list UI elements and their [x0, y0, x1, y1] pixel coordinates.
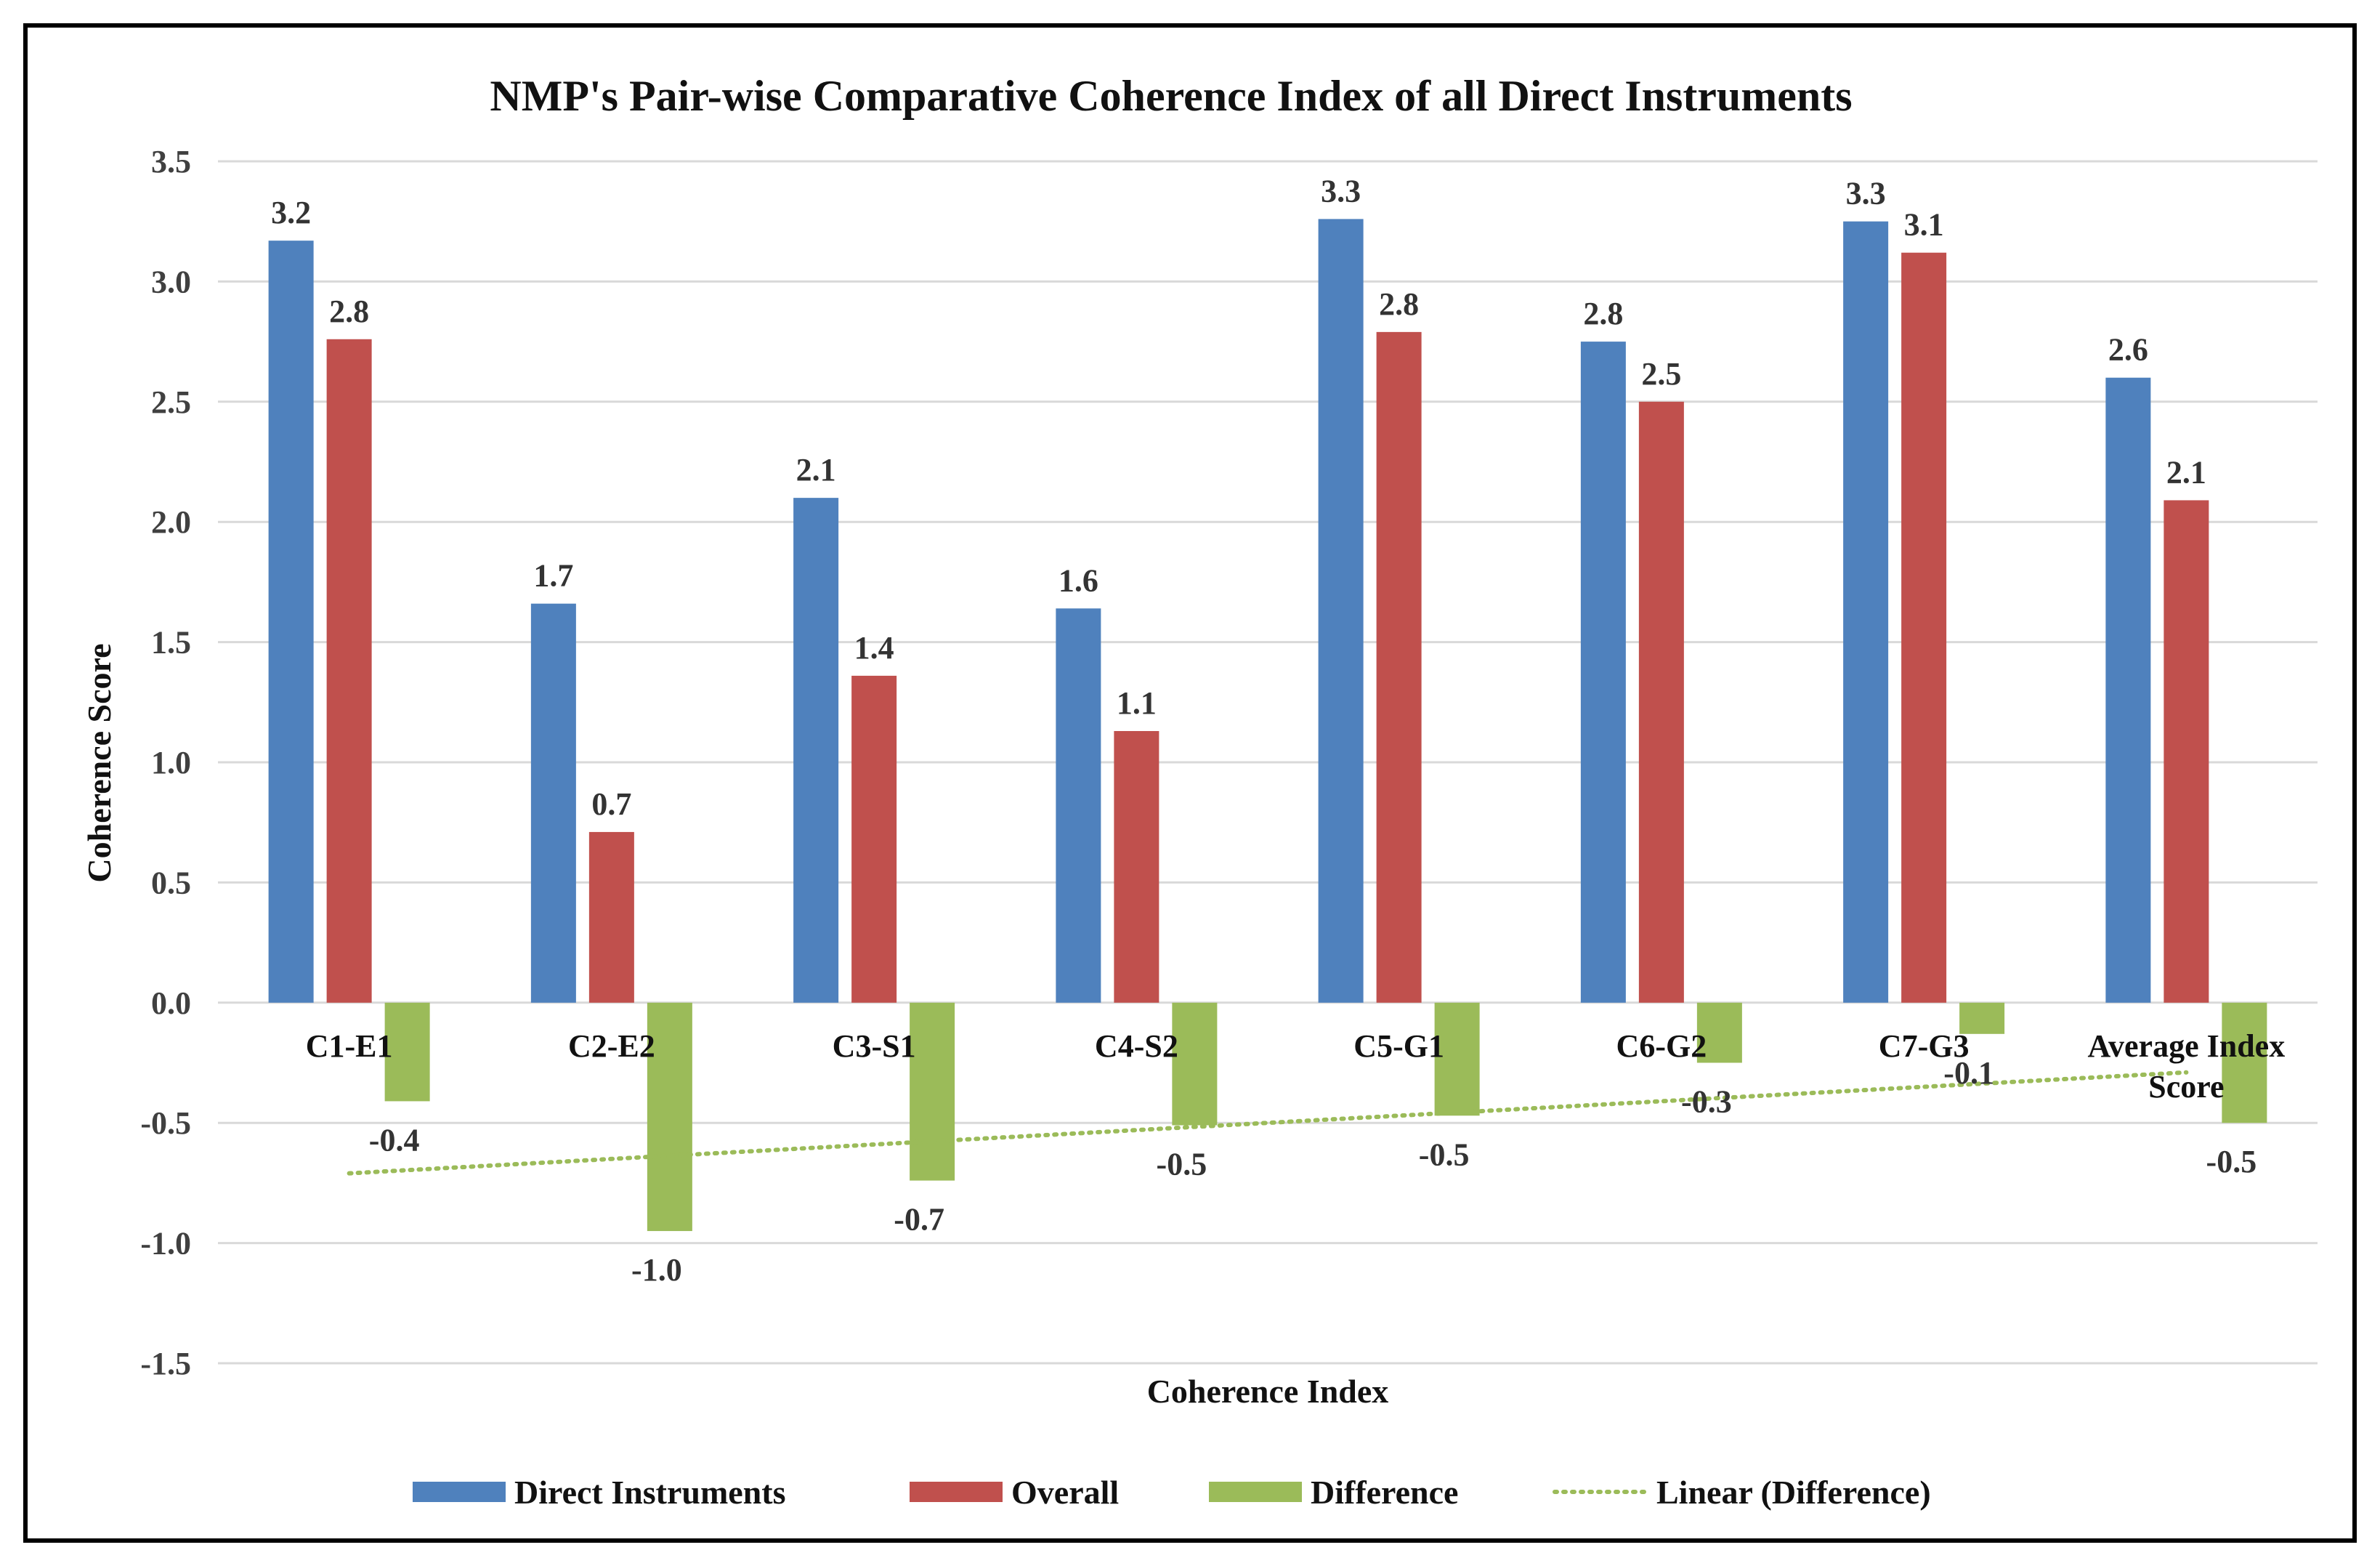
legend: Direct Instruments Overall Difference Linea…: [413, 1474, 1931, 1511]
data-label: -1.0: [631, 1252, 682, 1288]
data-label: 2.5: [1641, 356, 1681, 392]
data-label: -0.7: [894, 1202, 944, 1238]
x-category-label: Average Index Score: [2088, 1028, 2286, 1105]
data-label: 2.6: [2108, 332, 2148, 368]
bar-direct-instruments: [1580, 342, 1626, 1003]
legend-swatch-direct-instruments: [413, 1482, 506, 1502]
legend-swatch-difference: [1209, 1482, 1302, 1502]
y-tick-label: 2.0: [151, 504, 191, 540]
x-category-label: C7-G3: [1879, 1028, 1970, 1064]
data-label: 3.2: [271, 195, 311, 230]
data-label: 0.7: [591, 786, 631, 822]
legend-label: Linear (Difference): [1656, 1474, 1931, 1511]
bar-overall: [851, 675, 897, 1003]
bar-difference: [910, 1002, 955, 1181]
data-label: 1.4: [854, 630, 894, 666]
data-label: 2.8: [1379, 286, 1419, 322]
data-label: 1.1: [1117, 685, 1157, 721]
data-labels: 3.2 2.8 -0.4 1.7 0.7 -1.0 2.1 1.4 -0.7 1.6 1.1 -0.5…: [271, 173, 2256, 1288]
bar-direct-instruments: [268, 241, 314, 1003]
x-category-label: C1-E1: [306, 1028, 393, 1064]
bar-overall: [1376, 331, 1422, 1003]
data-label: -0.5: [2206, 1144, 2257, 1179]
y-tick-label: 3.0: [151, 264, 191, 299]
y-tick-label: -1.0: [140, 1226, 191, 1262]
bar-direct-instruments: [793, 498, 839, 1003]
y-tick-label: 2.5: [151, 384, 191, 420]
x-category-label: C5-G1: [1353, 1028, 1444, 1064]
y-axis-ticks: 3.5 3.0 2.5 2.0 1.5 1.0 0.5 0.0 -0.5 -1.0 -1.5: [140, 144, 191, 1381]
trendline-difference: [347, 1070, 2189, 1176]
x-category-label: C2-E2: [568, 1028, 655, 1064]
x-category-label: C6-G2: [1616, 1028, 1707, 1064]
bar-difference: [1172, 1002, 1218, 1126]
data-label: -0.3: [1681, 1084, 1732, 1120]
bar-overall: [1638, 401, 1684, 1003]
data-label: 2.1: [796, 452, 836, 488]
y-tick-label: -0.5: [140, 1105, 191, 1141]
data-label: 1.6: [1059, 562, 1098, 598]
data-label: -0.5: [1157, 1147, 1207, 1182]
bar-direct-instruments: [530, 603, 576, 1003]
bar-direct-instruments: [1056, 608, 1101, 1003]
bar-overall: [326, 339, 372, 1003]
trendline: [347, 1070, 2189, 1176]
legend-label: Direct Instruments: [514, 1474, 785, 1511]
bar-direct-instruments: [2105, 377, 2151, 1003]
bar-difference: [384, 1002, 430, 1102]
bar-direct-instruments: [1318, 219, 1364, 1003]
x-axis-title: Coherence Index: [1147, 1373, 1389, 1410]
bar-overall: [1114, 730, 1159, 1003]
data-label: 2.8: [1583, 296, 1623, 331]
y-tick-label: 1.5: [151, 625, 191, 661]
bar-overall: [588, 831, 634, 1003]
bar-difference: [1959, 1002, 2005, 1034]
data-label: 2.1: [2166, 454, 2206, 490]
x-category-label: C4-S2: [1095, 1028, 1178, 1064]
x-category-label: C3-S1: [833, 1028, 916, 1064]
data-label: -0.5: [1419, 1137, 1470, 1172]
bars: [268, 219, 2267, 1232]
bar-direct-instruments: [1843, 221, 1889, 1003]
data-label: -0.4: [369, 1122, 420, 1158]
bar-overall: [1901, 252, 1947, 1003]
data-label: 1.7: [533, 558, 573, 594]
bar-overall: [2164, 500, 2209, 1003]
data-label: 3.3: [1321, 173, 1361, 209]
y-axis-title: Coherence Score: [81, 643, 118, 882]
data-label: -0.1: [1943, 1055, 1994, 1091]
chart-title: NMP's Pair-wise Comparative Coherence In…: [490, 72, 1852, 120]
y-tick-label: -1.5: [140, 1346, 191, 1381]
gridlines: [218, 160, 2318, 1365]
bar-difference: [1434, 1002, 1480, 1116]
legend-label: Difference: [1311, 1474, 1458, 1511]
bar-difference: [2222, 1002, 2267, 1123]
chart-frame: [23, 23, 2357, 1543]
legend-label: Overall: [1011, 1474, 1119, 1511]
bar-difference: [647, 1002, 692, 1232]
x-axis-categories: C1-E1 C2-E2 C3-S1 C4-S2 C5-G1 C6-G2 C7-G3 Avera…: [306, 1028, 2285, 1105]
data-label: 3.1: [1904, 207, 1944, 243]
y-tick-label: 1.0: [151, 745, 191, 780]
y-tick-label: 0.0: [151, 985, 191, 1021]
y-tick-label: 3.5: [151, 144, 191, 179]
legend-swatch-overall: [910, 1482, 1003, 1502]
bar-difference: [1696, 1002, 1742, 1063]
y-tick-label: 0.5: [151, 865, 191, 900]
data-label: 3.3: [1846, 176, 1886, 211]
data-label: 2.8: [329, 294, 369, 329]
